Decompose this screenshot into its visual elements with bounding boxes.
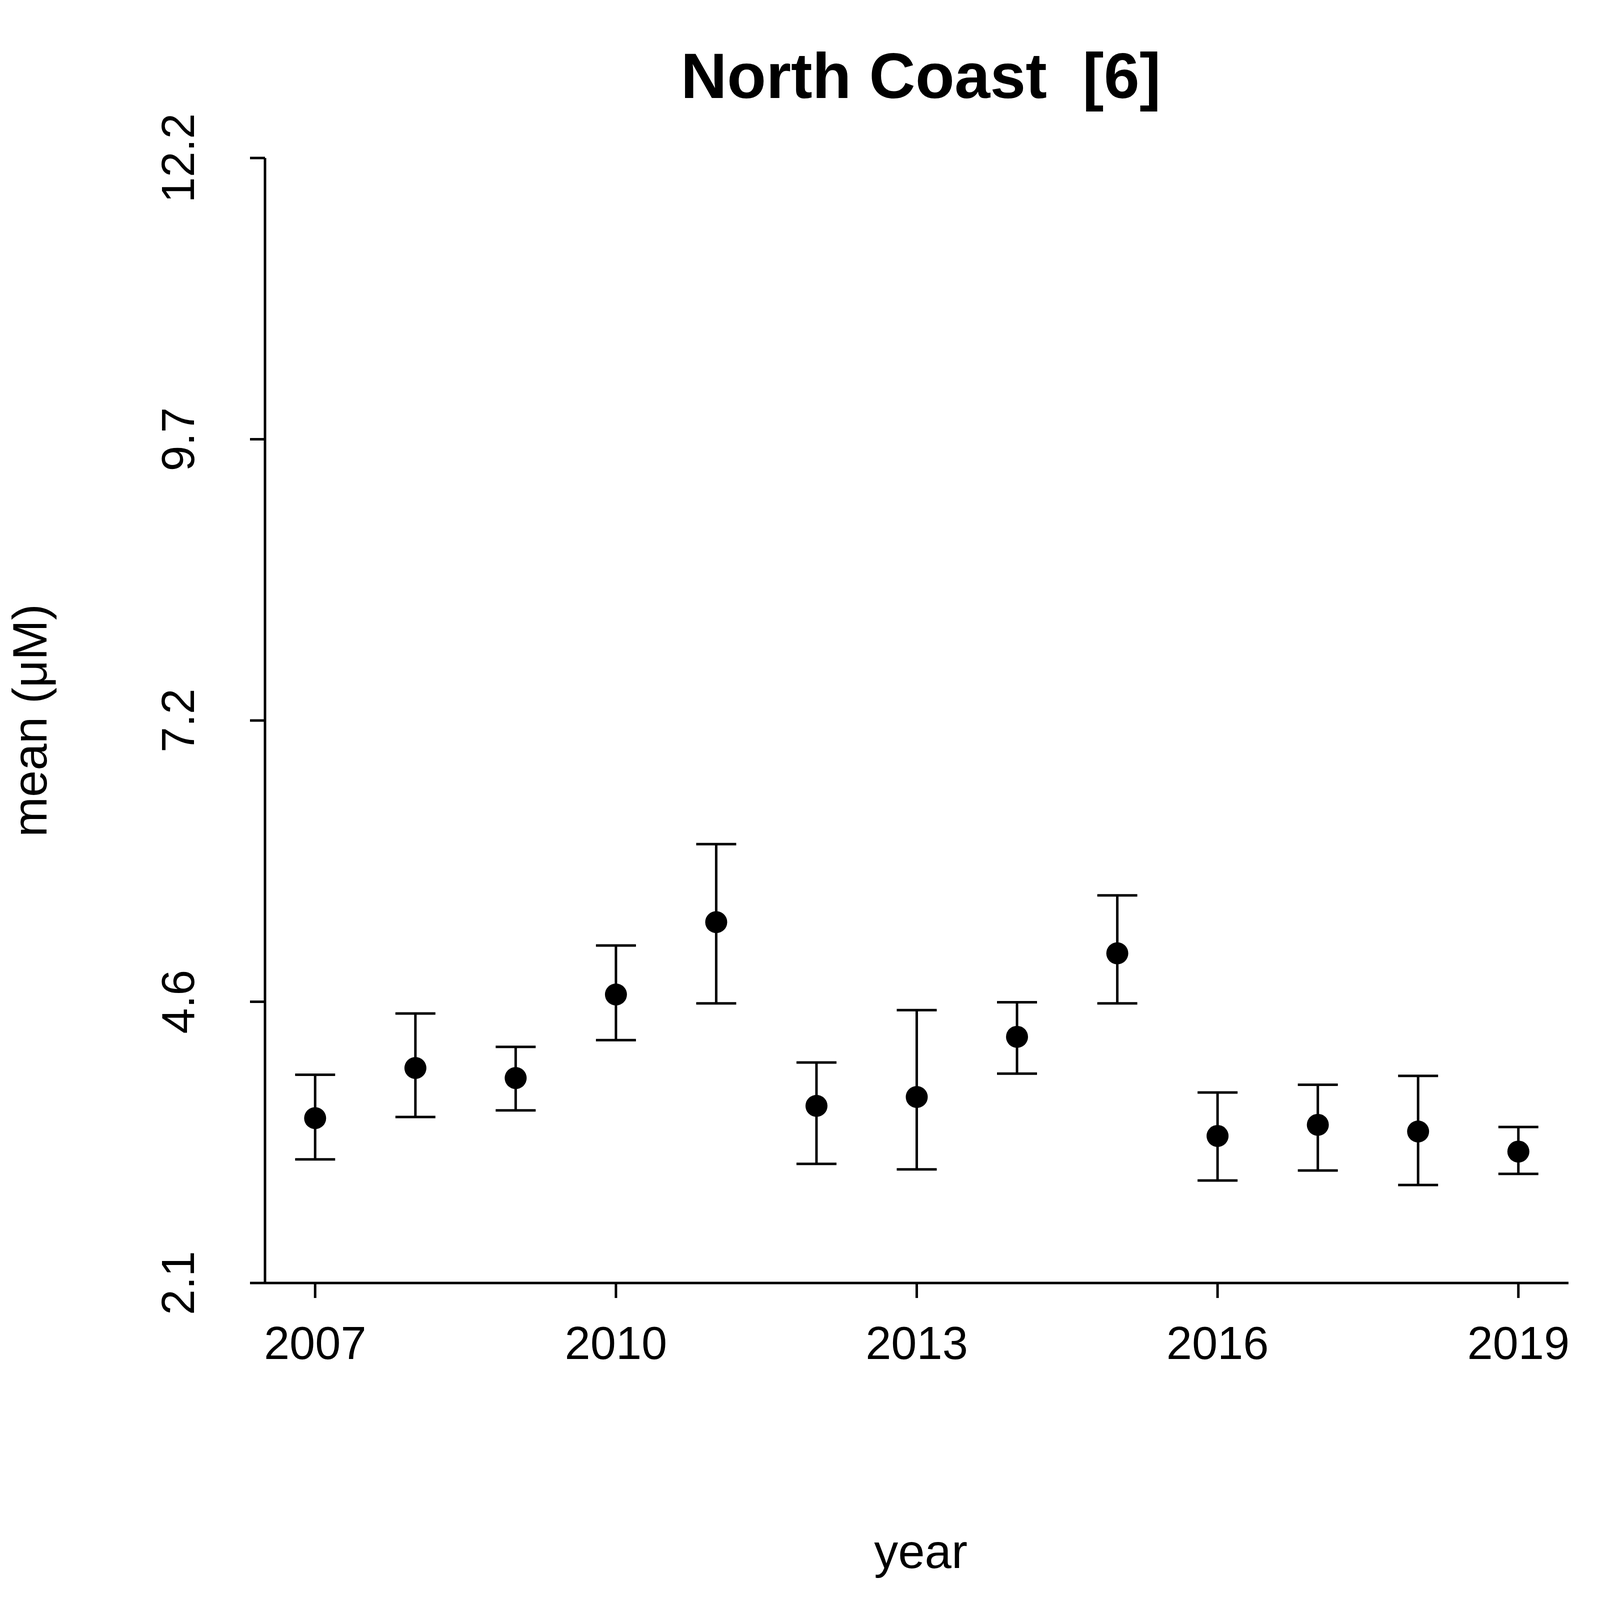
svg-text:12.2: 12.2 bbox=[152, 113, 204, 203]
html-text:mean (μM): mean (μM) bbox=[3, 604, 57, 837]
svg-text:2016: 2016 bbox=[1166, 1317, 1269, 1369]
svg-text:2010: 2010 bbox=[565, 1317, 668, 1369]
svg-text:7.2: 7.2 bbox=[152, 688, 204, 753]
svg-text:2007: 2007 bbox=[264, 1317, 367, 1369]
html-text:North Coast [6]: North Coast [6] bbox=[680, 40, 1161, 112]
svg-text:2019: 2019 bbox=[1467, 1317, 1570, 1369]
html-text:year: year bbox=[874, 1524, 968, 1578]
svg-text:4.6: 4.6 bbox=[152, 970, 204, 1034]
svg-text:2013: 2013 bbox=[865, 1317, 968, 1369]
svg-text:2.1: 2.1 bbox=[152, 1251, 204, 1315]
svg-text:9.7: 9.7 bbox=[152, 407, 204, 472]
